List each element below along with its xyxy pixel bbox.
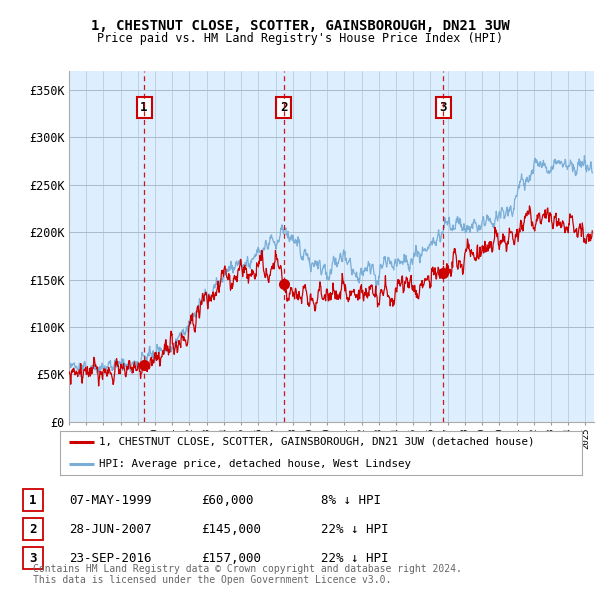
Text: 3: 3 [29, 552, 37, 565]
Text: 28-JUN-2007: 28-JUN-2007 [69, 523, 151, 536]
Text: Contains HM Land Registry data © Crown copyright and database right 2024.
This d: Contains HM Land Registry data © Crown c… [33, 563, 462, 585]
Text: 1, CHESTNUT CLOSE, SCOTTER, GAINSBOROUGH, DN21 3UW (detached house): 1, CHESTNUT CLOSE, SCOTTER, GAINSBOROUGH… [99, 437, 535, 447]
Text: HPI: Average price, detached house, West Lindsey: HPI: Average price, detached house, West… [99, 459, 411, 469]
Text: 1, CHESTNUT CLOSE, SCOTTER, GAINSBOROUGH, DN21 3UW: 1, CHESTNUT CLOSE, SCOTTER, GAINSBOROUGH… [91, 19, 509, 33]
Text: 22% ↓ HPI: 22% ↓ HPI [321, 523, 389, 536]
Text: Price paid vs. HM Land Registry's House Price Index (HPI): Price paid vs. HM Land Registry's House … [97, 32, 503, 45]
Text: 3: 3 [439, 101, 447, 114]
Text: 23-SEP-2016: 23-SEP-2016 [69, 552, 151, 565]
Text: 8% ↓ HPI: 8% ↓ HPI [321, 494, 381, 507]
Text: 07-MAY-1999: 07-MAY-1999 [69, 494, 151, 507]
Text: £60,000: £60,000 [201, 494, 254, 507]
Text: 1: 1 [29, 494, 37, 507]
Text: 2: 2 [280, 101, 288, 114]
Text: 1: 1 [140, 101, 148, 114]
Text: 22% ↓ HPI: 22% ↓ HPI [321, 552, 389, 565]
Text: £157,000: £157,000 [201, 552, 261, 565]
Text: 2: 2 [29, 523, 37, 536]
Text: £145,000: £145,000 [201, 523, 261, 536]
